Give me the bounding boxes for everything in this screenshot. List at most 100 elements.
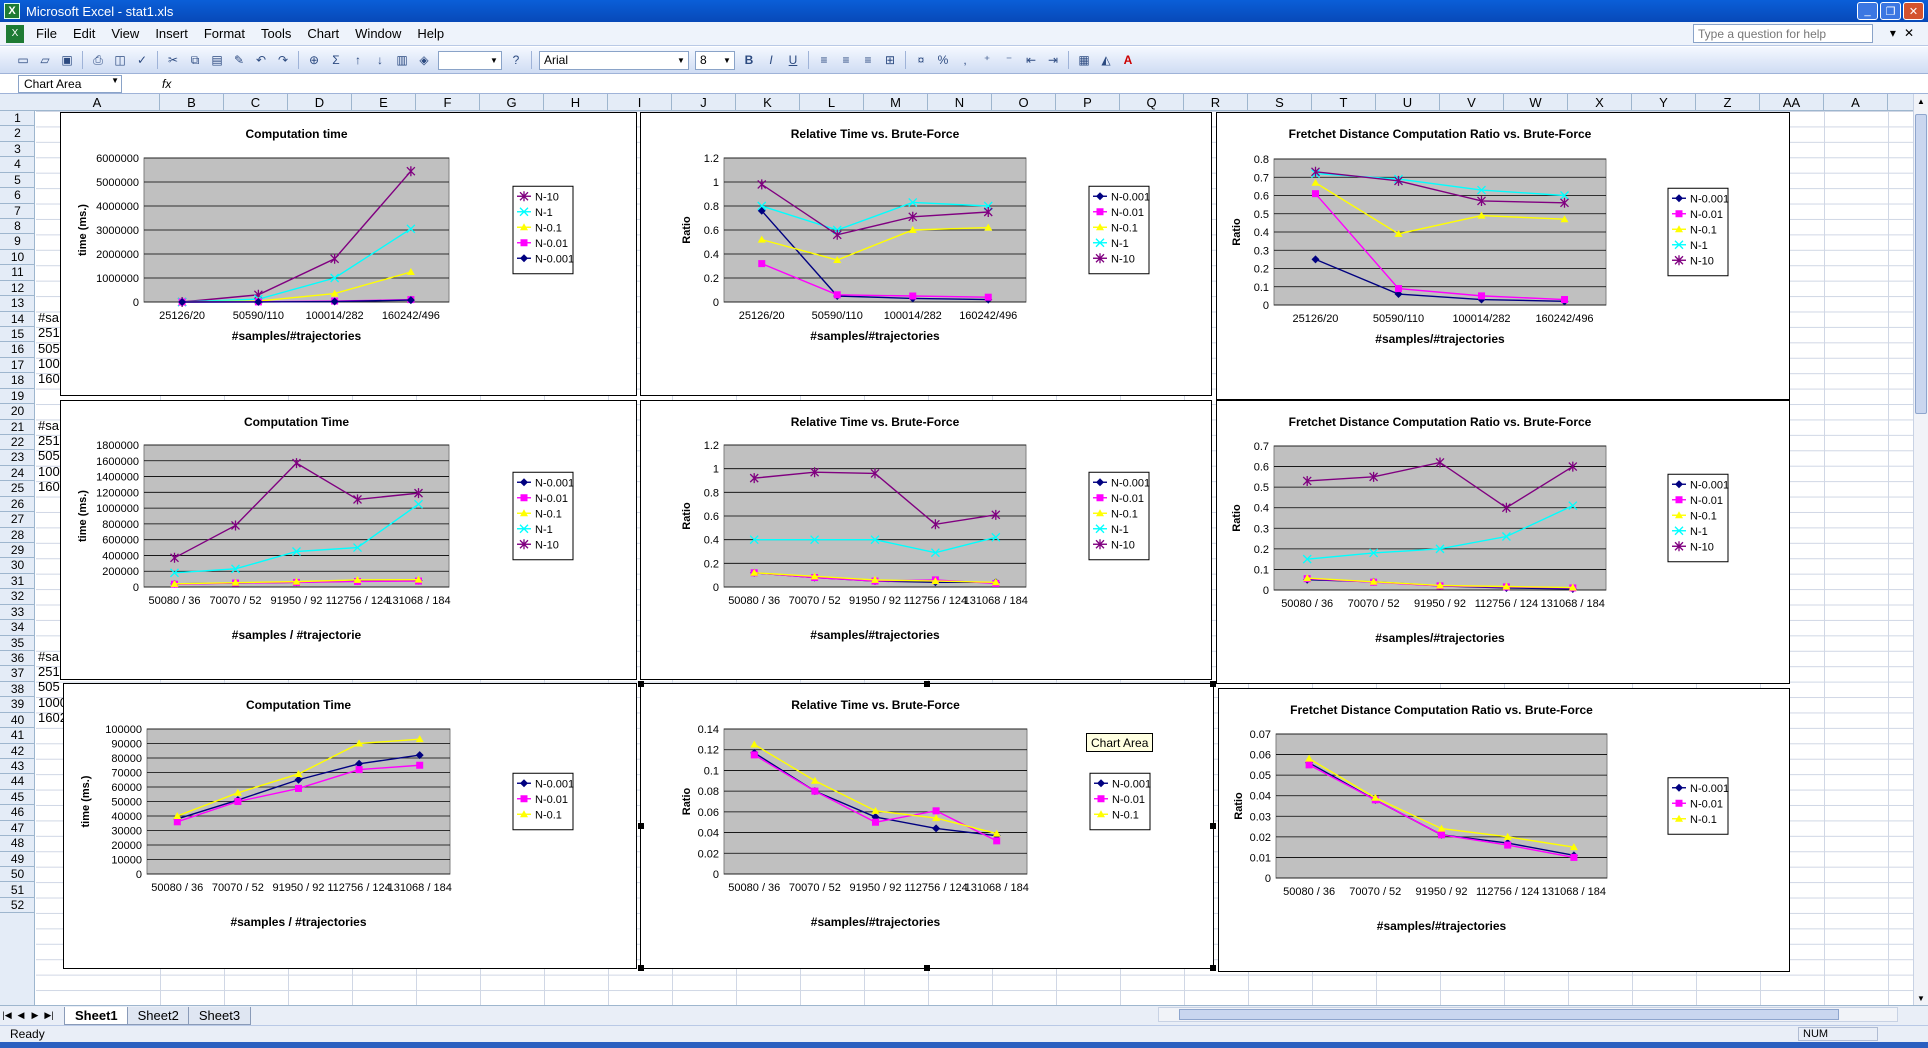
data-point[interactable] [1504,841,1512,849]
column-header-v[interactable]: V [1440,94,1504,111]
column-header-j[interactable]: J [672,94,736,111]
data-point[interactable] [1312,190,1319,198]
menu-tools[interactable]: Tools [261,26,292,41]
column-header-g[interactable]: G [480,94,544,111]
column-header-s[interactable]: S [1248,94,1312,111]
data-point[interactable] [1369,548,1379,558]
chart-1[interactable]: Computation time 0 1000000 2000000 3000000 40… [60,112,637,396]
data-point[interactable] [254,297,263,306]
chart-2[interactable]: Relative Time vs. Brute-Force 0 0.2 0.4 0.6 0… [640,112,1212,396]
scroll-down-icon[interactable]: ▼ [1917,993,1925,1003]
selection-handle[interactable] [638,823,644,829]
sort-ascending-icon[interactable]: ↑ [355,53,361,67]
series-line[interactable] [1315,182,1565,235]
print-icon[interactable]: ⎙ [93,52,103,67]
selection-handle[interactable] [638,681,644,687]
redo-icon[interactable]: ↷ [277,53,289,67]
series-n-0_01[interactable] [750,751,1001,845]
series-line[interactable] [182,170,412,303]
column-header-f[interactable]: F [416,94,480,111]
data-point[interactable] [1501,532,1511,541]
data-point[interactable] [292,577,301,585]
last-sheet-icon[interactable]: ▶| [44,1010,54,1020]
series-n-0_1[interactable] [757,223,993,263]
chart-7[interactable]: Computation Time 0 10000 20000 30000 40000 500… [63,683,637,969]
zoom-select[interactable]: ▼ [438,50,502,70]
series-line[interactable] [182,299,411,303]
series-n-0_1[interactable] [750,740,1001,837]
data-point[interactable] [932,814,941,822]
data-point[interactable] [870,468,880,479]
data-point[interactable] [1569,843,1578,851]
row-header-47[interactable]: 47 [0,821,34,837]
autosum-icon[interactable]: Σ [332,53,340,67]
legend[interactable]: N-0.001 N-0.01 N-0.1 N-1 N-10 [1088,471,1150,561]
data-point[interactable] [1478,292,1485,300]
column-header-b[interactable]: B [160,94,224,111]
column-header-k[interactable]: K [736,94,800,111]
data-point[interactable] [414,488,423,499]
data-point[interactable] [993,837,1001,845]
data-point[interactable] [178,298,187,306]
series-n-0_001[interactable] [178,296,415,306]
data-point[interactable] [991,578,1000,586]
data-point[interactable] [294,775,303,784]
legend[interactable]: N-0.001 N-0.01 N-0.1 [1667,777,1729,835]
open-icon[interactable]: ▱ [40,53,50,67]
chart-wizard-icon[interactable]: ▥ [396,53,408,67]
selection-handle[interactable] [1210,681,1216,687]
help-search-input[interactable]: Type a question for help [1693,24,1873,43]
data-point[interactable] [810,572,819,580]
data-point[interactable] [1560,215,1569,223]
menu-view[interactable]: View [111,26,140,41]
row-header-45[interactable]: 45 [0,790,34,806]
row-header-17[interactable]: 17 [0,358,34,374]
data-point[interactable] [1436,581,1444,589]
data-point[interactable] [1435,457,1445,468]
data-point[interactable] [932,807,940,815]
data-point[interactable] [415,735,424,743]
currency-icon[interactable]: ¤ [917,53,925,67]
data-point[interactable] [930,548,940,558]
excel-app-icon[interactable]: X [4,3,20,19]
row-header-21[interactable]: 21 [0,420,34,436]
data-point[interactable] [1305,754,1314,762]
scroll-thumb[interactable] [1179,1009,1839,1020]
data-point[interactable] [750,740,759,748]
series-line[interactable] [761,226,989,261]
row-header-37[interactable]: 37 [0,666,34,682]
row-header-26[interactable]: 26 [0,497,34,513]
selection-handle[interactable] [924,965,930,971]
data-point[interactable] [416,761,424,769]
row-header-16[interactable]: 16 [0,342,34,358]
row-header-52[interactable]: 52 [0,898,34,914]
row-header-36[interactable]: 36 [0,651,34,667]
column-header-aa[interactable]: AA [1760,94,1824,111]
row-header-19[interactable]: 19 [0,389,34,405]
column-header-r[interactable]: R [1184,94,1248,111]
copy-icon[interactable]: ⧉ [190,52,200,67]
row-header-27[interactable]: 27 [0,512,34,528]
row-header-13[interactable]: 13 [0,296,34,312]
data-point[interactable] [1503,832,1512,840]
series-n-0_01[interactable] [758,260,992,301]
column-header-n[interactable]: N [928,94,992,111]
data-point[interactable] [750,751,758,759]
row-header-50[interactable]: 50 [0,867,34,883]
hyperlink-icon[interactable]: ⊕ [308,53,320,67]
series-n-10[interactable] [1311,166,1569,208]
column-header-w[interactable]: W [1504,94,1568,111]
data-point[interactable] [810,535,820,545]
selection-handle[interactable] [1210,823,1216,829]
row-header-7[interactable]: 7 [0,204,34,219]
data-point[interactable] [1560,197,1569,208]
tab-sheet2[interactable]: Sheet2 [126,1006,190,1025]
cell-a24[interactable]: #sa [38,418,59,433]
data-point[interactable] [833,291,841,299]
row-header-41[interactable]: 41 [0,728,34,744]
column-header-e[interactable]: E [352,94,416,111]
first-sheet-icon[interactable]: |◀ [2,1010,12,1020]
data-point[interactable] [932,824,941,833]
data-point[interactable] [984,293,992,301]
column-header-d[interactable]: D [288,94,352,111]
